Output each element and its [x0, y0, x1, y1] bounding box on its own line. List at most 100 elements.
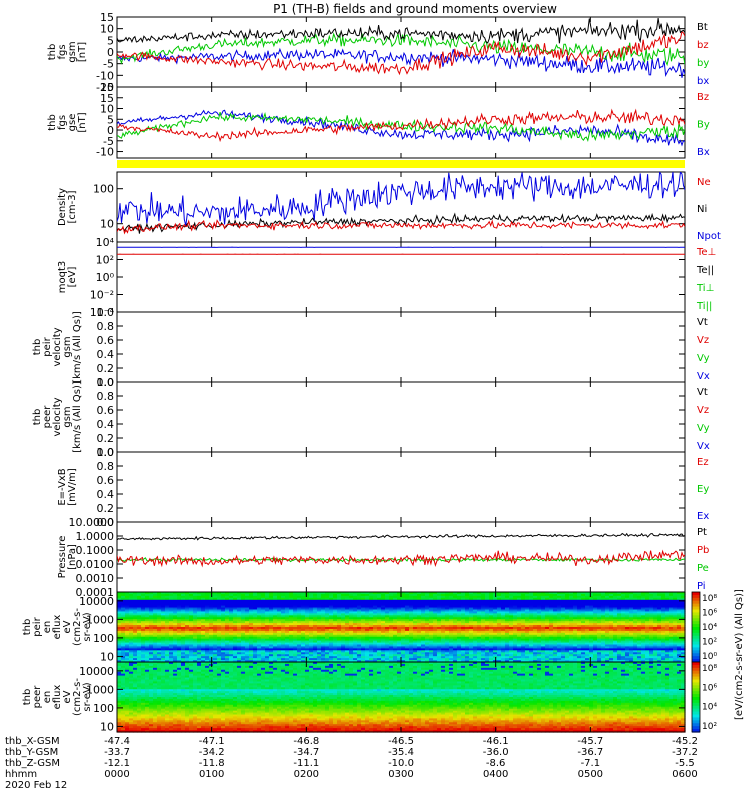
spectrogram-cell	[553, 644, 558, 648]
spectrogram-cell	[405, 619, 410, 622]
spectrogram-cell	[117, 625, 122, 628]
spectrogram-cell	[313, 627, 318, 630]
spectrogram-cell	[117, 654, 122, 657]
spectrogram-cell	[569, 632, 574, 636]
spectrogram-cell	[389, 638, 394, 642]
spectrogram-cell	[513, 638, 518, 642]
spectrogram-cell	[197, 621, 202, 624]
spectrogram-cell	[625, 592, 630, 595]
spectrogram-cell	[221, 592, 226, 595]
spectrogram-cell	[137, 607, 142, 611]
spectrogram-cell	[401, 636, 406, 640]
spectrogram-cell	[277, 603, 282, 607]
spectrogram-cell	[141, 623, 146, 626]
spectrogram-cell	[577, 644, 582, 648]
spectrogram-cell	[285, 597, 290, 601]
spectrogram-cell	[425, 621, 430, 624]
spectrogram-cell	[325, 625, 330, 628]
spectrogram-cell	[125, 628, 130, 632]
spectrogram-cell	[441, 611, 446, 614]
spectrogram-cell	[365, 650, 370, 653]
spectrogram-cell	[349, 603, 354, 607]
spectrogram-cell	[245, 592, 250, 595]
spectrogram-cell	[309, 636, 314, 640]
spectrogram-cell	[517, 623, 522, 626]
spectrogram-cell	[349, 642, 354, 646]
spectrogram-cell	[625, 615, 630, 618]
spectrogram-cell	[265, 648, 270, 651]
spectrogram-cell	[157, 613, 162, 616]
spectrogram-cell	[417, 642, 422, 646]
spectrogram-cell	[529, 609, 534, 613]
spectrogram-cell	[481, 592, 486, 595]
spectrogram-cell	[621, 660, 626, 663]
spectrogram-cell	[601, 644, 606, 648]
spectrogram-cell	[489, 615, 494, 618]
spectrogram-cell	[229, 607, 234, 611]
spectrogram-cell	[145, 619, 150, 622]
spectrogram-cell	[125, 644, 130, 648]
spectrogram-cell	[469, 650, 474, 653]
spectrogram-cell	[553, 638, 558, 642]
spectrogram-cell	[313, 597, 318, 601]
spectrogram-cell	[393, 625, 398, 628]
spectrogram-cell	[213, 632, 218, 636]
spectrogram-cell	[361, 644, 366, 648]
spectrogram-cell	[549, 642, 554, 646]
spectrogram-cell	[269, 634, 274, 638]
spectrogram-cell	[557, 648, 562, 651]
spectrogram-cell	[293, 621, 298, 624]
spectrogram-cell	[481, 630, 486, 634]
spectrogram-cell	[289, 609, 294, 613]
spectrogram-cell	[521, 611, 526, 614]
spectrogram-cell	[493, 638, 498, 642]
spectrogram-cell	[553, 646, 558, 649]
spectrogram-cell	[625, 656, 630, 659]
spectrogram-cell	[593, 621, 598, 624]
spectrogram-cell	[429, 607, 434, 611]
spectrogram-cell	[337, 621, 342, 624]
spectrogram-cell	[617, 615, 622, 618]
spectrogram-cell	[409, 654, 414, 657]
spectrogram-cell	[433, 617, 438, 620]
spectrogram-cell	[501, 611, 506, 614]
spectrogram-cell	[229, 615, 234, 618]
spectrogram-cell	[561, 601, 566, 605]
spectrogram-cell	[137, 605, 142, 609]
spectrogram-cell	[433, 627, 438, 630]
spectrogram-cell	[465, 658, 470, 661]
spectrogram-cell	[237, 648, 242, 651]
spectrogram-cell	[625, 619, 630, 622]
spectrogram-cell	[549, 617, 554, 620]
spectrogram-cell	[189, 617, 194, 620]
spectrogram-cell	[229, 636, 234, 640]
spectrogram-cell	[493, 607, 498, 611]
spectrogram-cell	[401, 652, 406, 655]
spectrogram-cell	[273, 617, 278, 620]
spectrogram-cell	[517, 607, 522, 611]
spectrogram-cell	[205, 644, 210, 648]
spectrogram-cell	[497, 630, 502, 634]
spectrogram-cell	[417, 640, 422, 644]
spectrogram-cell	[353, 621, 358, 624]
spectrogram-cell	[365, 613, 370, 616]
spectrogram-cell	[529, 648, 534, 651]
spectrogram-cell	[373, 658, 378, 661]
spectrogram-cell	[357, 619, 362, 622]
spectrogram-cell	[549, 611, 554, 614]
spectrogram-cell	[385, 619, 390, 622]
spectrogram-cell	[425, 654, 430, 657]
spectrogram-cell	[393, 615, 398, 618]
spectrogram-cell	[369, 603, 374, 607]
spectrogram-cell	[365, 611, 370, 614]
spectrogram-cell	[481, 595, 486, 599]
spectrogram-cell	[421, 658, 426, 661]
spectrogram-cell	[217, 628, 222, 632]
spectrogram-cell	[165, 660, 170, 663]
spectrogram-cell	[233, 628, 238, 632]
spectrogram-cell	[297, 613, 302, 616]
spectrogram-cell	[229, 640, 234, 644]
spectrogram-cell	[301, 644, 306, 648]
spectrogram-cell	[125, 634, 130, 638]
y-axis-label-line: velocity	[52, 327, 63, 366]
